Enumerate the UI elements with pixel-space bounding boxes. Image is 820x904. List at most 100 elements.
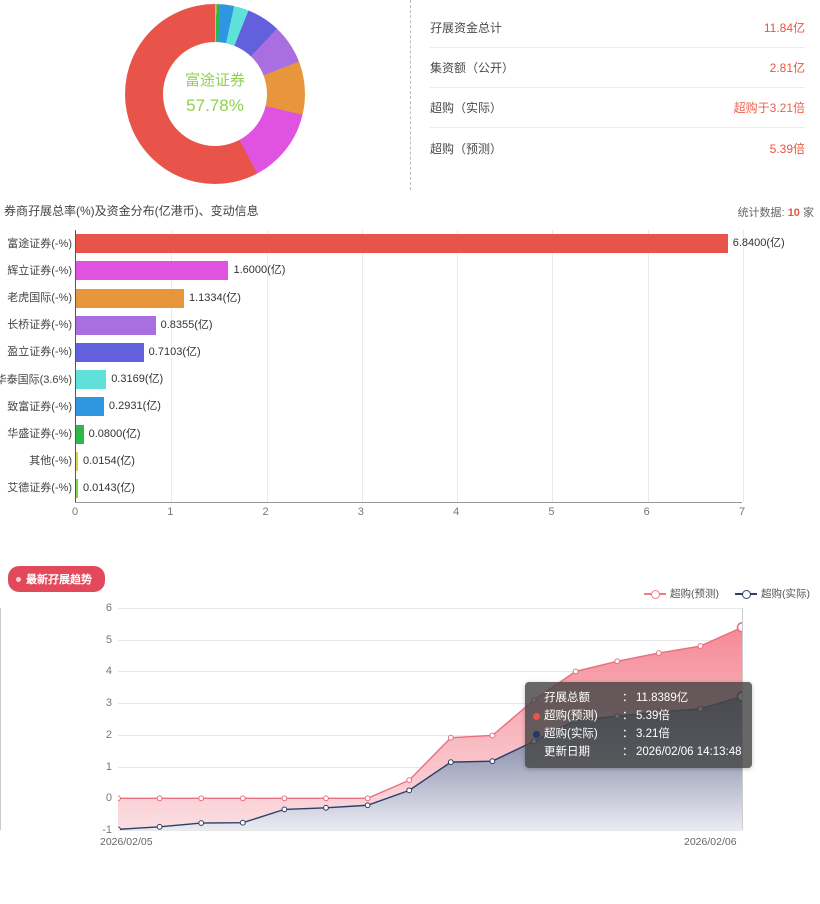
bar-value-label: 0.0143(亿): [83, 481, 135, 494]
trend-data-point[interactable]: [406, 787, 413, 794]
trend-tooltip: 孖展总额： 11.8389亿 超购(预测)： 5.39倍 超购(实际)： 3.21倍 更新日…: [525, 682, 752, 768]
tooltip-row: 超购(实际) ： 3.21倍: [533, 725, 742, 743]
trend-data-point[interactable]: [198, 795, 205, 802]
trend-gridline: [118, 608, 742, 609]
bar-value-label: 0.7103(亿): [148, 345, 201, 358]
bar[interactable]: [76, 478, 78, 498]
bar[interactable]: [76, 315, 156, 335]
tooltip-row: 孖展总额 ： 11.8389亿: [533, 689, 742, 707]
bar-x-tick: 7: [738, 506, 746, 518]
trend-data-point[interactable]: [364, 795, 371, 802]
stat-value: 5.39倍: [769, 141, 805, 156]
bar-x-tick: 4: [453, 506, 460, 518]
trend-data-point[interactable]: [281, 795, 288, 802]
broker-count-value: 10: [787, 207, 800, 219]
bar-category-label: 华泰国际(3.6%): [0, 373, 72, 386]
bar-row[interactable]: 富途证券(-%) 6.8400(亿): [7, 229, 785, 259]
tooltip-colon: ：: [622, 746, 634, 758]
trend-data-point[interactable]: [447, 734, 454, 741]
bar-value-label: 0.3169(亿): [111, 373, 164, 386]
bar-row[interactable]: 老虎国际(-%) 1.1334(亿): [7, 283, 241, 313]
trend-chart-legend[interactable]: 超购(预测) 超购(实际): [644, 586, 810, 601]
bar-category-label: 其他(-%): [29, 455, 72, 468]
tooltip-value: 2026/02/06 14:13:48: [636, 746, 742, 758]
donut-center-name: 富途证券: [184, 72, 245, 89]
bar-gridline: [171, 230, 173, 502]
trend-data-point[interactable]: [697, 643, 704, 649]
bar-value-label: 1.6000(亿): [233, 264, 286, 277]
trend-data-point[interactable]: [156, 795, 163, 802]
trend-data-point[interactable]: [239, 795, 246, 802]
trend-data-point[interactable]: [239, 819, 246, 826]
bar-row[interactable]: 长桥证券(-%) 0.8355(亿): [7, 310, 213, 340]
broker-count-unit: 家: [803, 207, 814, 219]
bar[interactable]: [76, 397, 104, 417]
trend-x-label-start: 2026/02/05: [100, 836, 153, 848]
bar-row[interactable]: 其他(-%) 0.0154(亿): [29, 446, 135, 476]
trend-gridline: [118, 734, 742, 736]
trend-data-point[interactable]: [323, 795, 329, 802]
trend-data-point[interactable]: [118, 826, 121, 830]
trend-data-point[interactable]: [572, 668, 579, 675]
bar-x-tick: 2: [262, 506, 269, 518]
bar-plot-area: 富途证券(-%) 6.8400(亿) 辉立证券(-%) 1.6000(亿) 老虎国际(-…: [0, 230, 785, 503]
stat-value: 超购于3.21倍: [733, 101, 805, 115]
bar[interactable]: [76, 451, 78, 471]
bar-row[interactable]: 华泰国际(3.6%) 0.3169(亿): [0, 365, 164, 395]
tooltip-key: 孖展总额: [544, 692, 590, 704]
stat-value: 2.81亿: [769, 61, 805, 75]
bar-value-label: 1.1334(亿): [188, 291, 241, 304]
trend-data-point[interactable]: [198, 820, 205, 826]
trend-data-point[interactable]: [489, 732, 496, 739]
bar[interactable]: [76, 261, 229, 281]
bar-chart-title: 券商孖展总率(%)及资金分布(亿港币)、变动信息: [4, 204, 259, 218]
tooltip-value: 3.21倍: [636, 728, 670, 740]
bar[interactable]: [76, 342, 144, 362]
trend-data-point[interactable]: [655, 650, 662, 656]
bar-row[interactable]: 致富证券(-%) 0.2931(亿): [7, 392, 161, 422]
trend-gridline: [118, 830, 742, 831]
bar-gridline: [552, 230, 554, 502]
bar-row[interactable]: 艾德证券(-%) 0.0143(亿): [7, 473, 135, 503]
bar-category-label: 盈立证券(-%): [7, 346, 72, 359]
trend-data-point[interactable]: [736, 622, 743, 633]
trend-gridline: [118, 671, 742, 673]
bar-value-label: 0.8355(亿): [160, 318, 213, 331]
trend-badge: 最新孖展趋势: [8, 566, 105, 592]
bar[interactable]: [76, 288, 184, 308]
bar-category-label: 长桥证券(-%): [7, 319, 72, 332]
bar-row[interactable]: 辉立证券(-%) 1.6000(亿): [7, 256, 286, 286]
trend-data-point[interactable]: [614, 658, 621, 665]
bar[interactable]: [76, 424, 84, 444]
bar-category-label: 辉立证券(-%): [7, 264, 72, 277]
bar-chart-plot: 富途证券(-%) 6.8400(亿) 辉立证券(-%) 1.6000(亿) 老虎国际(-…: [0, 230, 820, 550]
trend-data-point[interactable]: [281, 806, 288, 813]
tooltip-row: 超购(预测) ： 5.39倍: [533, 707, 742, 725]
bar-category-label: 富途证券(-%): [7, 237, 72, 250]
trend-data-point[interactable]: [364, 802, 371, 809]
legend-item[interactable]: 超购(预测): [644, 586, 719, 601]
stat-label: 超购（实际）: [430, 101, 503, 115]
bar-value-label: 0.0800(亿): [88, 427, 141, 440]
bar-value-label: 6.8400(亿): [732, 237, 785, 250]
trend-data-point[interactable]: [323, 804, 329, 811]
stat-row: 超购（实际） 超购于3.21倍: [430, 88, 805, 128]
bar-gridline: [457, 230, 459, 502]
legend-item[interactable]: 超购(实际): [735, 586, 810, 601]
trend-data-point[interactable]: [156, 823, 163, 830]
trend-data-point[interactable]: [406, 777, 413, 784]
tooltip-row: 更新日期 ： 2026/02/06 14:13:48: [533, 743, 742, 761]
trend-data-point[interactable]: [447, 759, 454, 766]
broker-distribution-donut-chart[interactable]: 富途证券 57.78%: [125, 4, 305, 184]
bar-row[interactable]: 盈立证券(-%) 0.7103(亿): [7, 337, 201, 367]
trend-data-point[interactable]: [118, 795, 121, 802]
tooltip-colon: ：: [622, 692, 634, 704]
bar[interactable]: [76, 370, 107, 390]
trend-data-point[interactable]: [489, 758, 496, 765]
tooltip-key: 超购(预测): [544, 710, 598, 722]
bar-x-tick: 3: [357, 506, 364, 518]
bar-row[interactable]: 华盛证券(-%) 0.0800(亿): [7, 419, 141, 449]
bar[interactable]: [76, 234, 728, 254]
trend-y-tick: 5: [105, 633, 112, 646]
stat-label: 孖展资金总计: [430, 21, 503, 35]
